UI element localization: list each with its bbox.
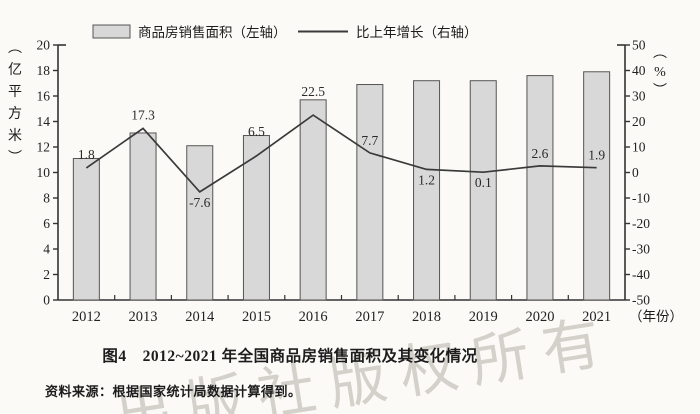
- right-axis-title-char: %: [654, 65, 666, 80]
- right-axis-title-char: ︵: [653, 46, 667, 61]
- left-tick-label: 16: [37, 89, 51, 104]
- legend-label-line: 比上年增长（右轴）: [356, 25, 478, 40]
- left-tick-label: 8: [43, 191, 50, 206]
- bar-2013: [129, 132, 157, 301]
- right-tick-label: -20: [632, 216, 650, 231]
- left-tick-label: 12: [37, 140, 51, 155]
- x-label-2016: 2016: [299, 309, 328, 325]
- right-tick-label: -50: [632, 293, 650, 308]
- left-axis-title-char: 米: [8, 128, 22, 144]
- figure-caption: 图4 2012~2021 年全国商品房销售面积及其变化情况: [102, 348, 478, 365]
- right-tick-label: 0: [632, 165, 639, 180]
- left-axis-title-char: 平: [8, 85, 22, 100]
- right-tick-label: 40: [632, 63, 646, 78]
- x-label-2020: 2020: [525, 309, 554, 325]
- point-label-2017: 7.7: [361, 133, 378, 148]
- bar-2020: [526, 75, 554, 301]
- bar-2014: [186, 145, 214, 301]
- right-tick-label: -30: [632, 242, 650, 257]
- left-tick-label: 10: [37, 165, 51, 180]
- x-label-2018: 2018: [412, 309, 441, 325]
- left-axis-title-char: 方: [8, 106, 22, 122]
- bar-2015: [242, 135, 270, 301]
- bar-2012: [72, 157, 100, 301]
- plot-area: 0 2 4 6 8 10 12 14 16 18 20 -50 -40 -30 -20 -10 0 10 20 30 4…: [8, 38, 683, 326]
- right-tick-label: -10: [632, 191, 650, 206]
- bar-2021: [583, 71, 611, 301]
- right-tick-label: -40: [632, 267, 650, 282]
- bar-2018: [413, 80, 441, 301]
- point-label-2021: 1.9: [588, 148, 605, 163]
- left-axis-title-char: 亿: [8, 62, 22, 78]
- growth-line: [85, 114, 597, 194]
- right-tick-label: 10: [632, 140, 646, 155]
- x-label-2017: 2017: [355, 309, 384, 325]
- point-label-2016: 22.5: [301, 84, 325, 99]
- point-label-2013: 17.3: [131, 107, 155, 122]
- left-tick-label: 0: [43, 293, 50, 308]
- right-tick-label: 30: [632, 89, 646, 104]
- point-label-2014: -7.6: [189, 195, 211, 210]
- bar-2017: [356, 84, 384, 301]
- left-tick-label: 2: [43, 267, 50, 282]
- legend-label-bars: 商品房销售面积（左轴）: [138, 25, 287, 40]
- point-label-2012: 1.8: [78, 147, 95, 162]
- point-label-2018: 1.2: [418, 172, 435, 187]
- chart-canvas: 商品房销售面积（左轴） 比上年增长（右轴） 0 2 4 6 8 10 12 14 16 18 20 -…: [8, 24, 683, 326]
- right-tick-label: 20: [632, 114, 646, 129]
- x-label-2021: 2021: [582, 309, 611, 325]
- left-tick-label: 20: [37, 38, 51, 53]
- bar-2019: [469, 80, 497, 301]
- left-tick-label: 18: [37, 63, 51, 78]
- x-label-2012: 2012: [72, 309, 101, 325]
- x-label-2013: 2013: [129, 309, 158, 325]
- x-axis-unit: （年份）: [629, 309, 683, 324]
- left-axis-title-char: ︵: [8, 41, 22, 56]
- point-label-2015: 6.5: [248, 124, 265, 139]
- bar-2016: [299, 99, 327, 301]
- bar-legend-swatch: [92, 24, 131, 39]
- source-note: 资料来源：根据国家统计局数据计算得到。: [45, 384, 302, 399]
- right-tick-label: 50: [632, 38, 646, 53]
- x-label-2015: 2015: [242, 309, 271, 325]
- point-label-2020: 2.6: [532, 146, 549, 161]
- left-axis-title-char: ︶: [8, 150, 22, 166]
- left-tick-label: 14: [37, 114, 51, 129]
- left-tick-label: 6: [43, 216, 50, 231]
- point-label-2019: 0.1: [475, 175, 492, 190]
- x-label-2019: 2019: [469, 309, 498, 325]
- legend: 商品房销售面积（左轴） 比上年增长（右轴）: [92, 24, 478, 40]
- left-tick-label: 4: [43, 242, 50, 257]
- right-axis-title-char: ︶: [653, 83, 667, 99]
- x-label-2014: 2014: [185, 309, 215, 325]
